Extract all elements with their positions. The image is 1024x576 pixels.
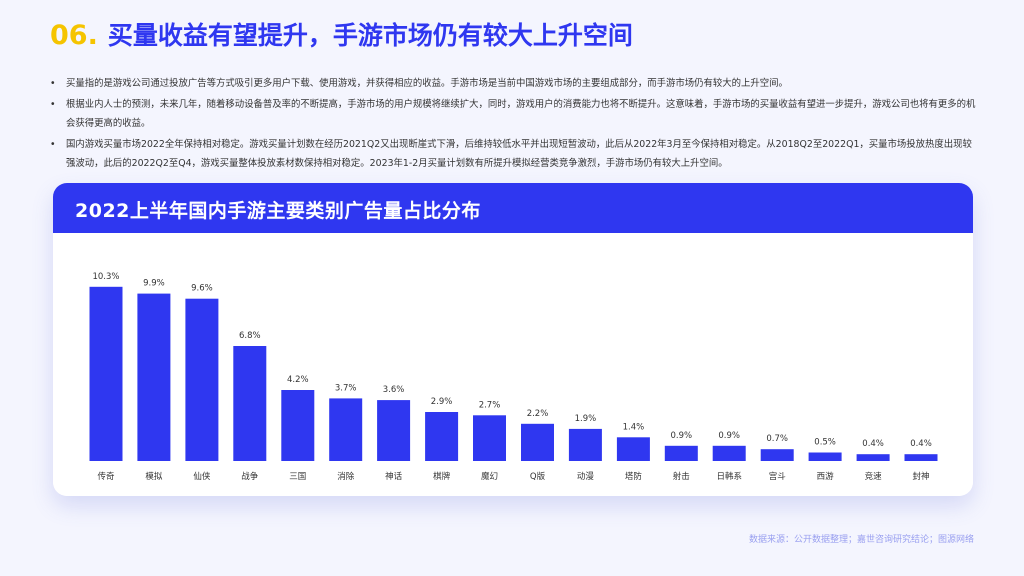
x-tick-label-15: 西游 — [817, 471, 835, 482]
bar-8 — [473, 415, 506, 461]
page-title-row: 06. 买量收益有望提升，手游市场仍有较大上升空间 — [50, 16, 633, 52]
x-tick-label-12: 射击 — [673, 471, 690, 482]
data-label-1: 9.9% — [143, 279, 165, 289]
bar-1 — [137, 293, 171, 461]
bar-9 — [521, 423, 554, 461]
bar-12 — [664, 445, 698, 461]
bar-3 — [233, 346, 267, 461]
data-label-12: 0.9% — [670, 431, 692, 441]
x-tick-label-10: 动漫 — [577, 471, 595, 482]
x-tick-label-17: 封神 — [912, 471, 929, 482]
bullet-item: 国内游戏买量市场2022全年保持相对稳定。游戏买量计划数在经历2021Q2又出现… — [50, 135, 980, 173]
x-tick-label-11: 塔防 — [625, 471, 643, 482]
x-tick-label-7: 棋牌 — [433, 471, 451, 482]
x-tick-label-8: 魔幻 — [481, 471, 498, 482]
x-tick-label-4: 三国 — [289, 472, 306, 482]
bar-14 — [760, 449, 794, 461]
x-tick-label-13: 日韩系 — [716, 471, 742, 482]
bar-16 — [856, 454, 890, 461]
bar-11 — [616, 437, 650, 461]
x-tick-label-14: 宫斗 — [769, 471, 787, 482]
source-note: 数据来源：公开数据整理；嘉世咨询研究结论；图源网络 — [748, 535, 974, 545]
data-label-4: 4.2% — [287, 375, 309, 385]
page-title: 买量收益有望提升，手游市场仍有较大上升空间 — [107, 21, 633, 50]
bar-15 — [808, 452, 842, 461]
bullet-list: 买量指的是游戏公司通过投放广告等方式吸引更多用户下载、使用游戏，并获得相应的收益… — [50, 74, 980, 175]
section-number: 06. — [50, 20, 98, 51]
data-label-3: 6.8% — [239, 331, 261, 341]
data-label-13: 0.9% — [718, 431, 740, 441]
x-tick-label-1: 模拟 — [145, 471, 163, 482]
bar-7 — [425, 412, 459, 461]
bar-chart: 10.3% 传奇 9.9% 模拟 9.6% 仙侠 6.8% 战争 4.2% 三国 3.7% 消除 3.6… — [89, 272, 938, 482]
bar-17 — [904, 454, 938, 461]
data-label-8: 2.7% — [479, 400, 501, 410]
x-tick-label-5: 消除 — [337, 471, 355, 482]
chart-card: 2022上半年国内手游主要类别广告量占比分布 10.3% 传奇 9.9% 模拟 9.6%… — [53, 183, 973, 496]
bar-5 — [329, 398, 363, 461]
bullet-item: 买量指的是游戏公司通过投放广告等方式吸引更多用户下载、使用游戏，并获得相应的收益… — [50, 74, 980, 93]
data-label-10: 1.9% — [575, 414, 597, 424]
chart-title: 2022上半年国内手游主要类别广告量占比分布 — [75, 200, 481, 222]
data-label-6: 3.6% — [383, 385, 405, 395]
x-tick-label-0: 传奇 — [97, 471, 115, 482]
data-label-9: 2.2% — [527, 409, 549, 419]
x-tick-label-9: Q版 — [530, 471, 546, 482]
data-label-11: 1.4% — [623, 422, 645, 432]
data-label-7: 2.9% — [431, 397, 453, 407]
data-label-16: 0.4% — [862, 439, 884, 449]
x-tick-label-16: 竞速 — [865, 471, 883, 482]
data-label-17: 0.4% — [910, 439, 932, 449]
chart-body: 10.3% 传奇 9.9% 模拟 9.6% 仙侠 6.8% 战争 4.2% 三国 3.7% 消除 3.6… — [53, 233, 973, 496]
data-label-0: 10.3% — [92, 272, 119, 282]
data-label-2: 9.6% — [191, 284, 213, 294]
bar-10 — [568, 428, 602, 461]
data-label-15: 0.5% — [814, 438, 836, 448]
bar-6 — [377, 400, 411, 461]
data-label-5: 3.7% — [335, 383, 357, 393]
bar-0 — [89, 286, 123, 461]
data-label-14: 0.7% — [766, 434, 788, 444]
bullet-item: 根据业内人士的预测，未来几年，随着移动设备普及率的不断提高，手游市场的用户规模将… — [50, 95, 980, 133]
bar-2 — [185, 298, 219, 461]
bar-13 — [712, 445, 746, 461]
bar-4 — [281, 390, 315, 461]
x-tick-label-2: 仙侠 — [193, 471, 211, 482]
chart-header: 2022上半年国内手游主要类别广告量占比分布 — [53, 183, 973, 233]
x-tick-label-3: 战争 — [241, 471, 259, 482]
x-tick-label-6: 神话 — [385, 471, 403, 482]
